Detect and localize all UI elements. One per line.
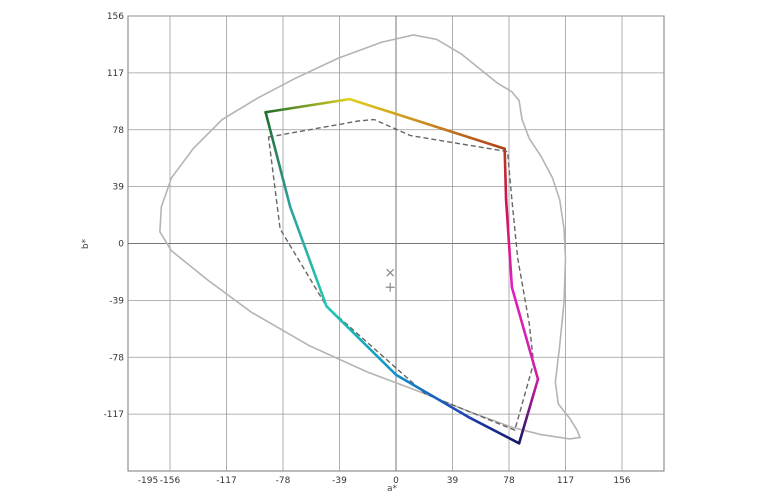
gamut-edge-segment (510, 285, 540, 381)
x-tick-label: -195 (138, 476, 158, 486)
gamut-edge-segment (517, 377, 540, 445)
y-tick-label: -39 (109, 296, 124, 306)
x-tick-label: -156 (160, 476, 181, 486)
white-point-plus-marker (385, 282, 395, 292)
x-tick-label: 117 (557, 476, 574, 486)
reference-gamut-curve (267, 118, 535, 432)
gamut-edge-segment (394, 373, 470, 419)
y-tick-label: -78 (109, 353, 124, 363)
outer-gamut-curve (159, 34, 582, 440)
x-tick-label: -78 (276, 476, 291, 486)
gamut-edge-segment (503, 147, 508, 202)
x-tick-label: 156 (613, 476, 630, 486)
x-tick-label: -39 (332, 476, 347, 486)
white-point-x-marker (386, 268, 395, 277)
gamut-edge-segment (288, 205, 328, 308)
y-axis-label: b* (81, 238, 91, 249)
tick-labels: -195 -156 -117 -78 -39 0 39 78 117 156 -117 -78 -39 0… (104, 12, 631, 486)
grid (127, 15, 665, 472)
y-tick-label: 156 (107, 12, 124, 22)
y-tick-label: -117 (104, 410, 124, 420)
y-tick-label: 117 (107, 69, 124, 79)
x-tick-label: 0 (393, 476, 399, 486)
gamut-edge-segment (264, 97, 351, 114)
y-tick-label: 78 (113, 126, 125, 136)
y-tick-label: 39 (113, 183, 125, 193)
gamut-edge-segment (325, 304, 398, 377)
plot-area (159, 34, 582, 445)
x-tick-label: 78 (503, 476, 515, 486)
gamut-edge-segment (467, 415, 521, 445)
x-tick-label: 39 (447, 476, 459, 486)
y-tick-label: 0 (118, 240, 124, 250)
x-axis-label: a* (387, 484, 398, 494)
gamut-edge-segment (348, 97, 506, 151)
gamut-edge-segment (264, 110, 292, 209)
x-tick-label: -117 (216, 476, 236, 486)
gamut-edge-segment (504, 198, 514, 289)
